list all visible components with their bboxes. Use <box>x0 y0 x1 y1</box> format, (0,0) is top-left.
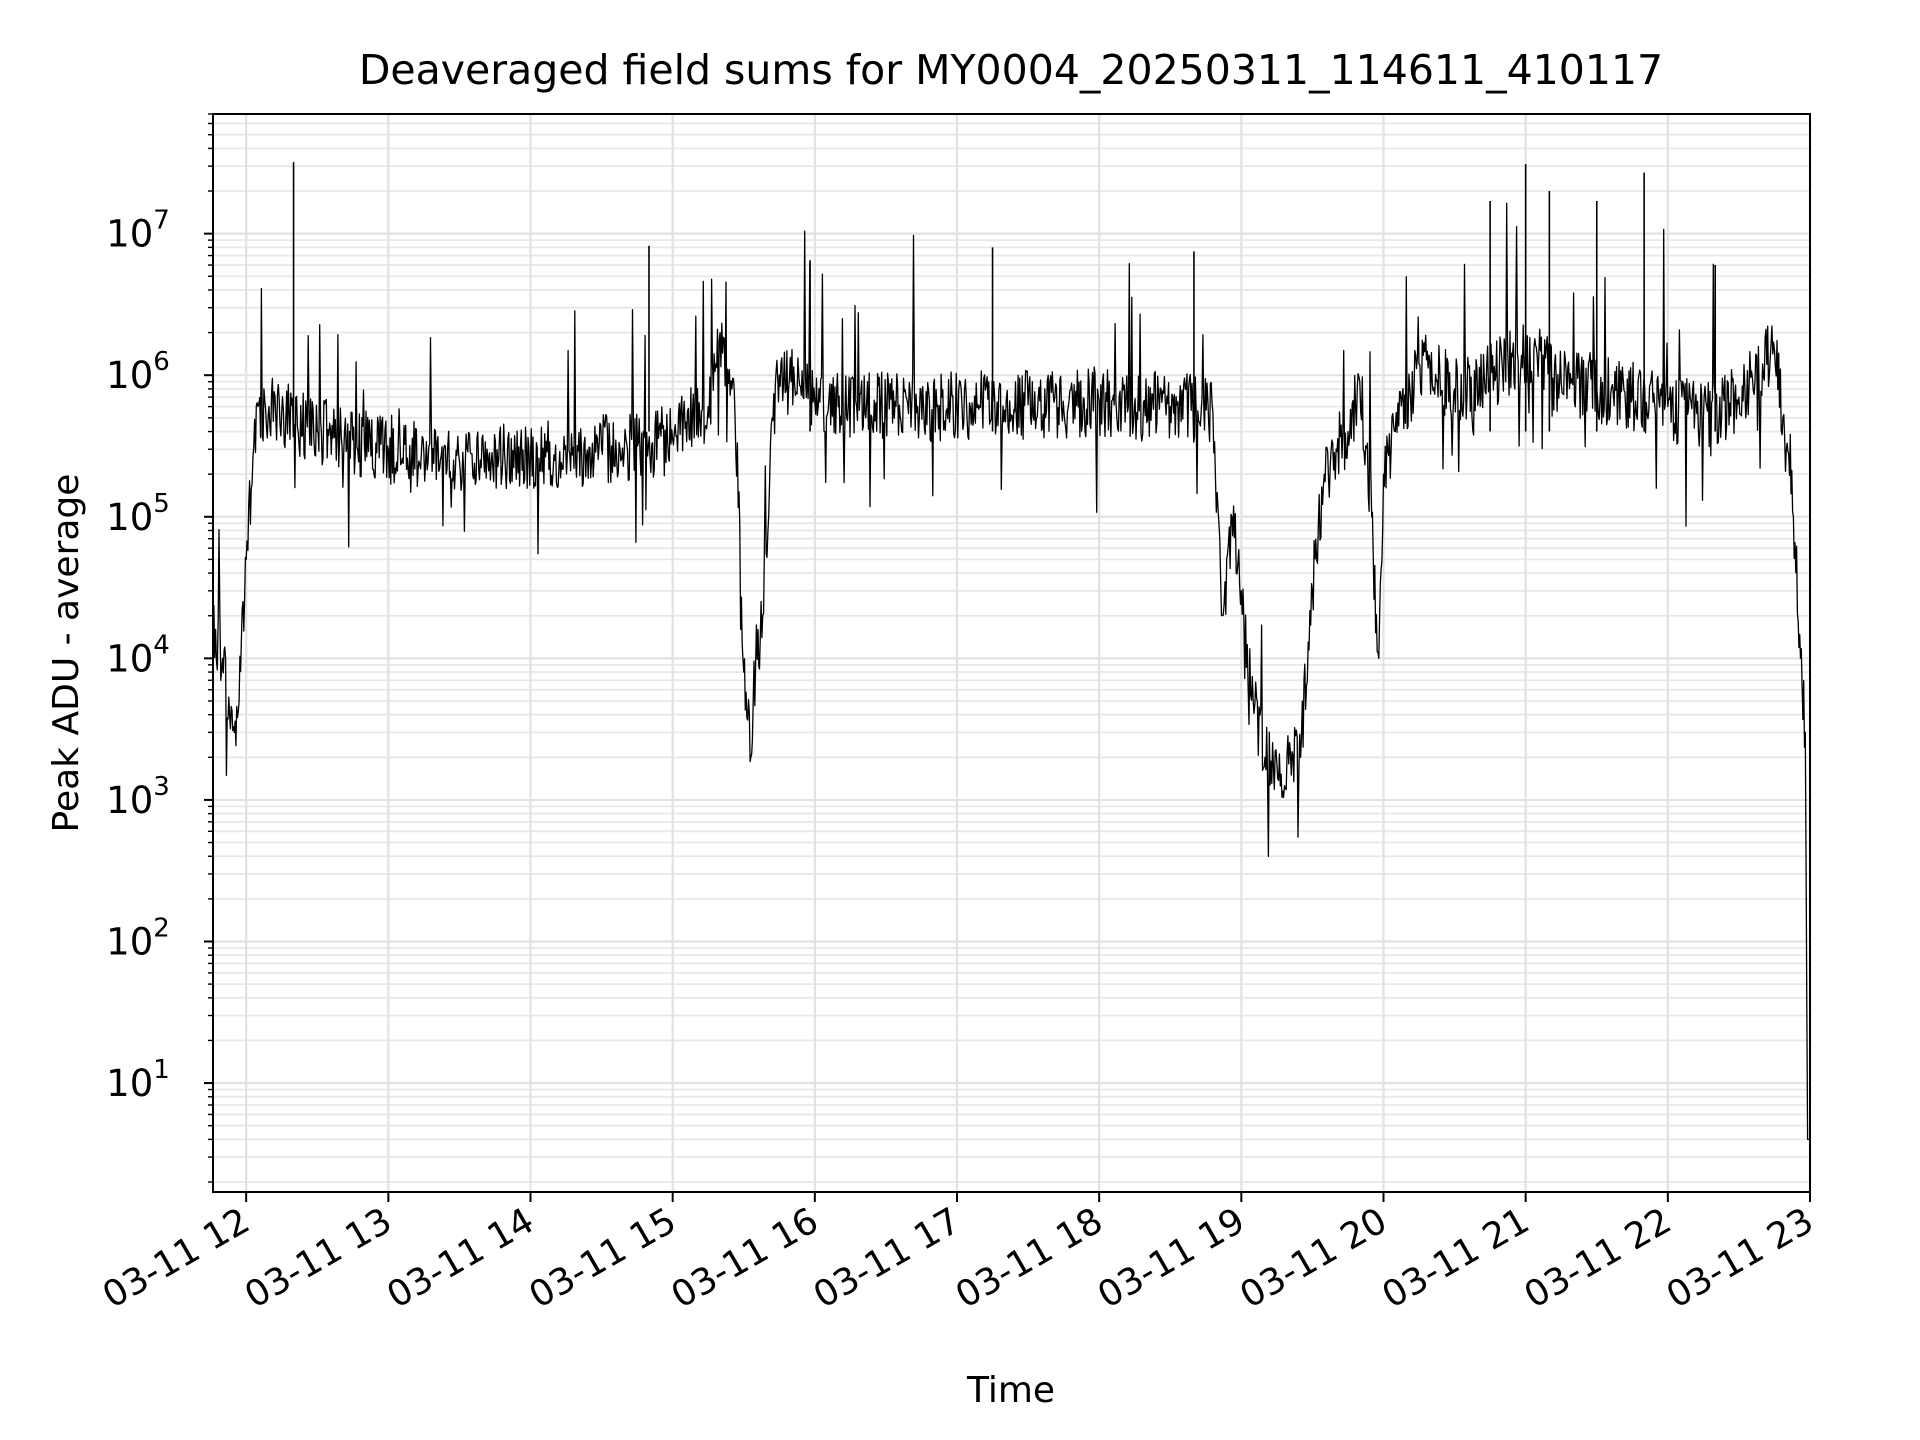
y-tick-label: 104 <box>106 630 170 680</box>
y-tick-label: 102 <box>106 913 170 963</box>
y-tick-label: 106 <box>106 347 170 397</box>
y-tick-label: 101 <box>106 1055 170 1105</box>
plot-area <box>212 162 1810 1141</box>
y-tick-label: 105 <box>106 489 170 539</box>
x-axis-label: Time <box>966 1370 1055 1411</box>
y-axis: 101 102 103 104 105 106 107 <box>106 113 213 1183</box>
series-line <box>212 202 1810 1141</box>
y-tick-label: 107 <box>106 206 170 256</box>
y-tick-label: 103 <box>106 772 170 822</box>
chart-title: Deaveraged field sums for MY0004_2025031… <box>359 46 1663 94</box>
axes-frame <box>212 113 1811 1193</box>
y-axis-label: Peak ADU - average <box>46 474 87 833</box>
